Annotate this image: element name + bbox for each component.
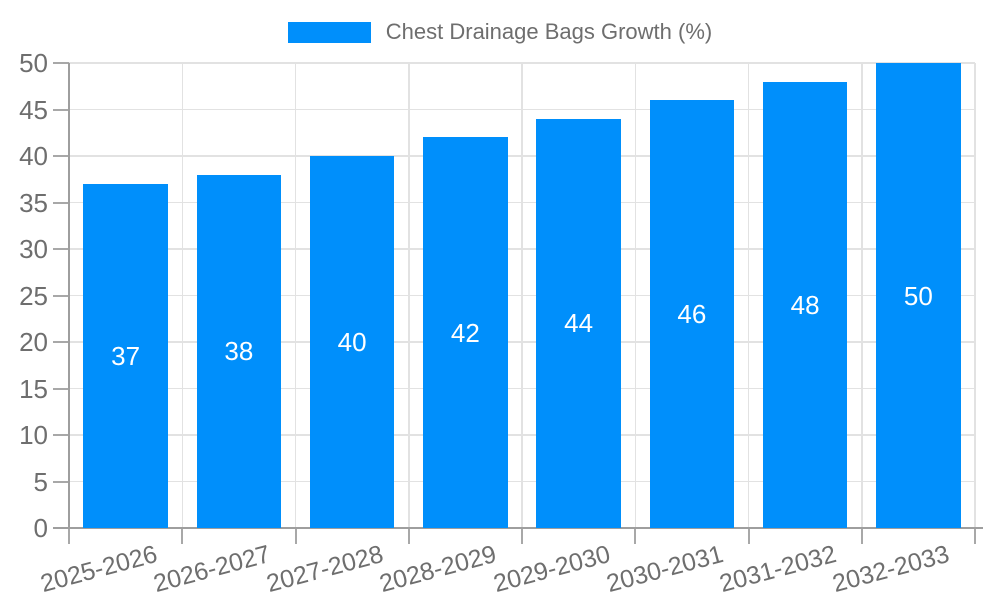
bar[interactable]: 44 [536,118,621,528]
y-axis-label: 20 [19,327,48,357]
bar[interactable]: 38 [196,174,282,528]
y-axis-label: 0 [33,513,48,543]
legend-item[interactable]: Chest Drainage Bags Growth (%) [0,19,1000,45]
bar-data-label: 40 [337,327,367,357]
x-axis-tick [860,528,863,544]
y-axis-tick [53,155,69,157]
bar-data-label: 44 [564,308,594,339]
y-axis-label: 45 [19,94,48,125]
x-axis-tick [181,528,184,544]
x-axis-tick [974,528,976,544]
bar[interactable]: 37 [83,183,168,528]
bar-data-label: 50 [903,280,933,311]
x-axis-tick [747,528,750,544]
bar[interactable]: 46 [649,100,735,528]
bar[interactable]: 50 [876,63,961,528]
bar[interactable]: 40 [309,156,395,528]
y-axis-label: 30 [19,234,48,264]
x-axis-tick [294,528,297,544]
bar-data-label: 46 [677,299,707,330]
y-axis-tick [53,387,69,390]
bar-data-label: 42 [450,317,480,348]
bar-data-label: 38 [224,336,254,367]
y-axis-line [68,63,70,528]
x-axis-tick [634,528,637,544]
y-axis-label: 40 [19,141,48,171]
y-axis-label: 50 [19,48,48,78]
bar-data-label: 37 [111,340,141,371]
x-axis-tick [68,528,70,544]
y-axis-tick [53,434,69,436]
gridline-vertical [974,63,976,528]
bar[interactable]: 42 [423,137,508,528]
gridline-vertical [181,63,183,528]
gridline-vertical [408,63,410,528]
gridline-vertical [294,63,297,528]
y-axis-tick [53,248,69,250]
gridline-vertical [747,63,750,528]
gridline-vertical [634,63,636,528]
gridline-vertical [861,63,863,528]
x-axis-tick [521,528,523,544]
y-axis-tick [53,108,69,111]
y-axis-tick [53,480,69,483]
legend-label: Chest Drainage Bags Growth (%) [385,19,713,44]
y-axis-label: 10 [19,420,48,450]
gridline-vertical [521,63,523,528]
y-axis-label: 35 [19,187,48,218]
bar-data-label: 48 [790,289,820,320]
y-axis-tick [53,201,69,204]
legend-marker [287,21,371,43]
x-axis-line [53,527,983,529]
y-axis-tick [53,341,69,343]
x-axis-tick [407,528,410,544]
y-axis-label: 25 [19,280,48,311]
y-axis-label: 15 [19,373,48,404]
y-axis-label: 5 [33,466,48,497]
bar[interactable]: 48 [762,81,848,528]
y-axis-tick [53,62,69,64]
y-axis-tick [53,294,69,297]
